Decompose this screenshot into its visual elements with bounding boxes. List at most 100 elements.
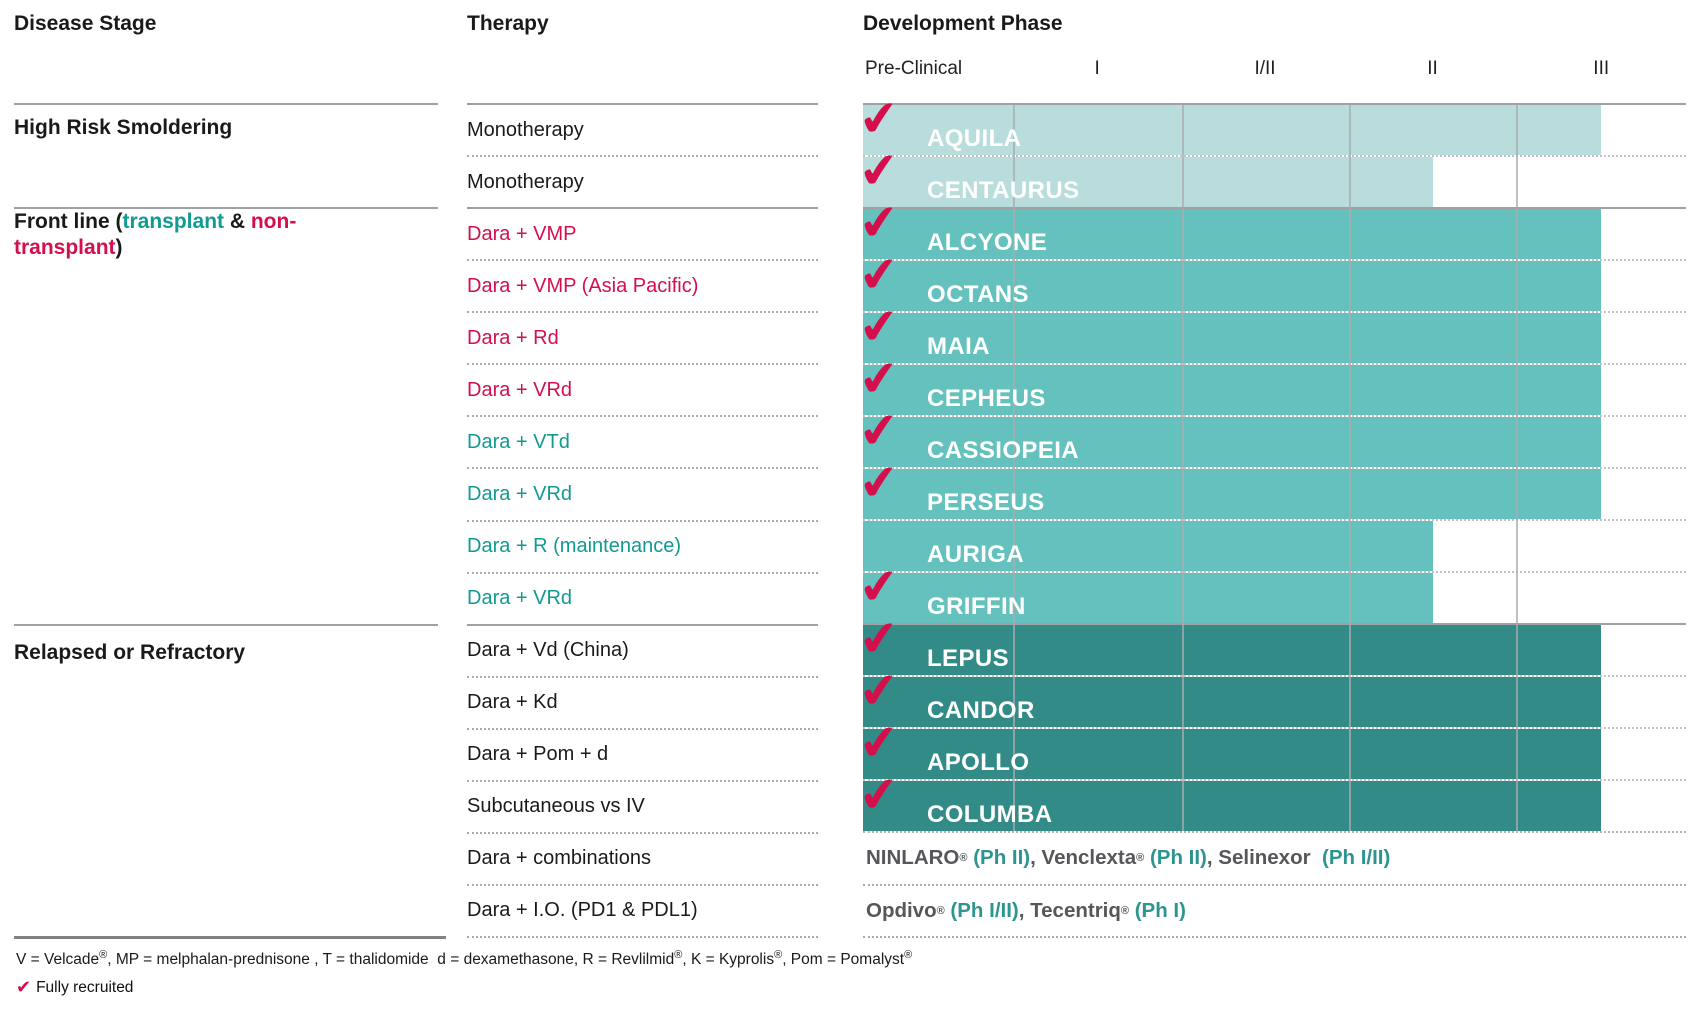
check-icon: ✔	[16, 977, 32, 998]
check-icon: ✔	[856, 609, 903, 669]
result-row-0-seg-11	[1311, 846, 1322, 870]
trial-label-apollo: APOLLO	[927, 749, 1030, 776]
grid-vline-2	[1348, 105, 1351, 831]
phase-bar-lepus	[863, 625, 1602, 675]
check-icon: ✔	[856, 141, 903, 201]
trial-label-candor: CANDOR	[927, 697, 1035, 724]
result-row-0: NINLARO ® (Ph II), Venclexta ® (Ph II), Se…	[863, 833, 1686, 886]
therapy-row-15-seg-0: Dara + I.O. (PD1 & PDL1)	[467, 899, 698, 922]
trial-label-centaurus: CENTAURUS	[927, 177, 1080, 204]
therapy-row-4-seg-0: Dara + Rd	[467, 326, 559, 349]
therapy-row-0: Monotherapy	[467, 105, 818, 155]
phase-bar-apollo	[863, 729, 1602, 779]
chart-row-cepheus: ✔ CEPHEUS	[856, 349, 1686, 415]
therapy-row-8: Dara + R (maintenance)	[467, 519, 818, 572]
result-row-1: Opdivo ® (Ph I/II), Tecentriq ® (Ph I)	[863, 886, 1686, 938]
result-row-0-seg-4: ,	[1030, 846, 1042, 870]
therapy-row-6: Dara + VTd	[467, 415, 818, 467]
therapy-row-10: Dara + Vd (China)	[467, 623, 818, 676]
check-icon: ✔	[856, 713, 903, 773]
trial-label-maia: MAIA	[927, 333, 990, 360]
phase-bar-auriga	[863, 521, 1433, 571]
stage-label-1: Front line (transplant & non-transplant)	[14, 209, 344, 261]
therapy-row-7: Dara + VRd	[467, 467, 818, 519]
chart-row-auriga: AURIGA	[863, 519, 1686, 571]
disease-rule-0	[14, 103, 438, 105]
therapy-column: Monotherapy Monotherapy Dara + VMP Dara + V…	[467, 103, 818, 938]
footnote-seg-6: , Pom = Pomalyst	[782, 951, 905, 968]
check-icon: ✔	[856, 89, 903, 149]
result-row-0-seg-5: Venclexta	[1041, 846, 1137, 870]
result-row-0-seg-9: ,	[1206, 846, 1219, 870]
therapy-row-8-seg-0: Dara + R (maintenance)	[467, 535, 681, 558]
phase-label-iii: III	[1593, 58, 1610, 79]
therapy-row-9-seg-0: Dara + VRd	[467, 587, 573, 610]
trial-label-cassiopeia: CASSIOPEIA	[927, 437, 1080, 464]
disease-rule-3	[14, 936, 446, 939]
phase-bar-columba	[863, 781, 1602, 831]
phase-label-iii: I/II	[1254, 58, 1276, 79]
chart-row-candor: ✔ CANDOR	[856, 661, 1686, 727]
phase-label-i: I	[1094, 58, 1100, 79]
footnote-seg-7: ®	[904, 948, 913, 961]
therapy-row-3: Dara + VMP (Asia Pacific)	[467, 259, 818, 311]
result-row-0-seg-0: NINLARO	[866, 846, 960, 870]
footnote-seg-0: V = Velcade	[16, 951, 100, 968]
phase-chart: ✔ AQUILA ✔ CENTAURUS ✔ ALCYONE ✔ OCTANS ✔ MAIA ✔ CE…	[856, 89, 1686, 833]
phase-bar-perseus	[863, 469, 1602, 519]
result-row-1-seg-0: Opdivo	[866, 898, 937, 922]
phase-bar-aquila	[863, 105, 1602, 155]
therapy-row-12-seg-0: Dara + Pom + d	[467, 743, 609, 766]
result-row-0-seg-12: (Ph I/II)	[1322, 846, 1391, 870]
footnote-seg-4: , K = Kyprolis	[682, 951, 775, 968]
phase-axis: Pre-Clinical I I/II II III	[863, 58, 1686, 88]
phase-bar-griffin	[863, 573, 1433, 623]
trial-label-alcyone: ALCYONE	[927, 229, 1048, 256]
grid-vline-3	[1516, 105, 1519, 831]
recruited-legend: ✔ Fully recruited	[16, 979, 133, 997]
phase-bar-maia	[863, 313, 1602, 363]
therapy-row-13: Subcutaneous vs IV	[467, 779, 818, 832]
check-icon: ✔	[856, 193, 903, 253]
stage-label-1-seg-3: non-transplant	[14, 210, 297, 259]
check-icon: ✔	[856, 401, 903, 461]
therapy-row-14: Dara + combinations	[467, 831, 818, 884]
phase-bar-centaurus	[863, 157, 1433, 207]
chart-row-alcyone: ✔ ALCYONE	[856, 193, 1686, 259]
phase-bar-candor	[863, 677, 1602, 727]
stage-label-1-seg-4: )	[115, 236, 123, 259]
result-row-0-seg-10: Selinexor	[1218, 846, 1311, 870]
therapy-row-11: Dara + Kd	[467, 675, 818, 728]
disease-rule-1	[14, 207, 438, 209]
trial-label-griffin: GRIFFIN	[927, 593, 1026, 620]
footnote-seg-2: , MP = melphalan-prednisone , T = thalid…	[107, 951, 675, 968]
therapy-row-2: Dara + VMP	[467, 207, 818, 259]
therapy-row-5-seg-0: Dara + VRd	[467, 378, 573, 401]
grid-vline-1	[1181, 105, 1184, 831]
therapy-row-15: Dara + I.O. (PD1 & PDL1)	[467, 883, 818, 936]
therapy-row-4: Dara + Rd	[467, 311, 818, 363]
stage-label-2: Relapsed or Refractory	[14, 640, 344, 666]
therapy-row-3-seg-0: Dara + VMP (Asia Pacific)	[467, 274, 699, 297]
therapy-row-14-seg-0: Dara + combinations	[467, 847, 651, 870]
phase-bar-alcyone	[863, 209, 1602, 259]
stage-label-0-seg-0: High Risk Smoldering	[14, 116, 233, 139]
therapy-row-5: Dara + VRd	[467, 363, 818, 415]
result-row-1-seg-3: (Ph I/II)	[950, 898, 1019, 922]
trial-label-auriga: AURIGA	[927, 541, 1025, 568]
trial-label-columba: COLUMBA	[927, 801, 1053, 828]
check-icon: ✔	[856, 245, 903, 305]
check-icon: ✔	[856, 557, 903, 617]
check-icon: ✔	[856, 765, 903, 825]
therapy-row-0-seg-0: Monotherapy	[467, 118, 584, 141]
therapy-row-11-seg-0: Dara + Kd	[467, 691, 558, 714]
footnote-seg-1: ®	[99, 948, 108, 961]
disease-rule-2	[14, 624, 438, 626]
check-icon: ✔	[856, 453, 903, 513]
therapy-row-12: Dara + Pom + d	[467, 727, 818, 780]
stage-label-1-seg-0: Front line (	[14, 210, 123, 233]
phase-label-preclinical: Pre-Clinical	[865, 58, 963, 79]
stage-label-1-seg-1: transplant	[122, 210, 225, 233]
abbreviation-footnote: V = Velcade®, MP = melphalan-prednisone …	[16, 948, 913, 969]
